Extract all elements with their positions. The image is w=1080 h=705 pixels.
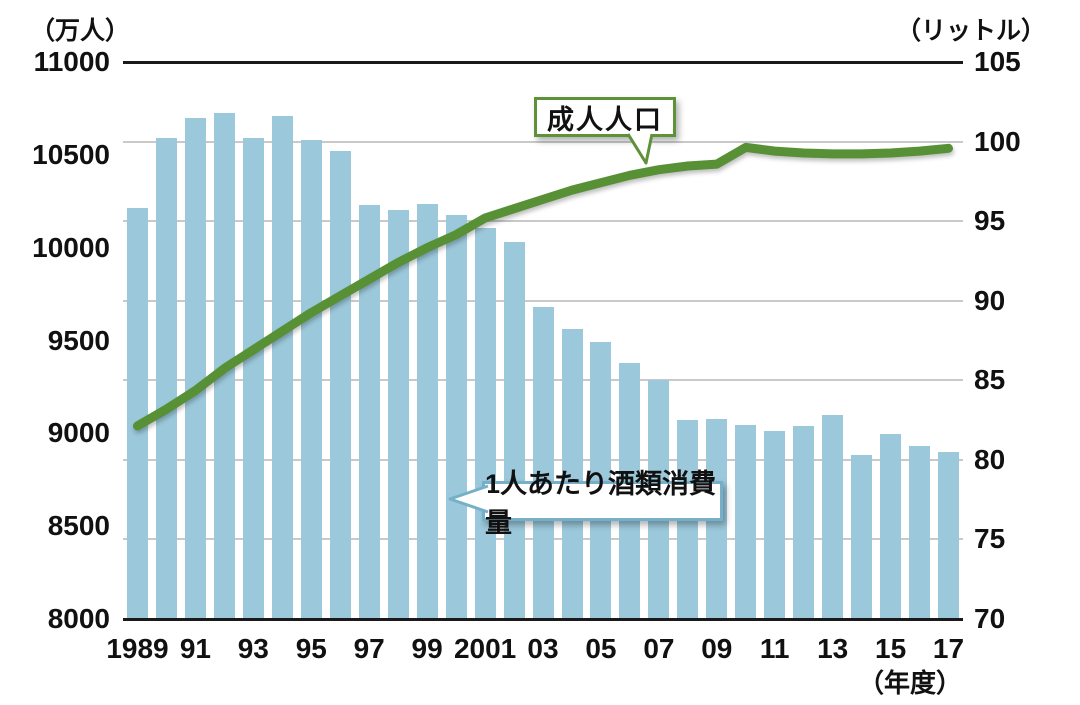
x-tick-2001: 2001 — [453, 633, 517, 664]
gridline-105 — [123, 60, 963, 64]
bar-1990 — [155, 138, 177, 619]
callout-adult-population-label: 成人人口 — [547, 104, 663, 135]
bar-1998 — [387, 210, 409, 619]
bar-1992 — [213, 112, 235, 619]
callout-adult-population: 成人人口 — [534, 97, 676, 137]
x-tick-93: 93 — [237, 633, 269, 664]
y-right-tick-105: 105 — [974, 46, 1021, 77]
x-axis-unit-label: （年度） — [857, 668, 962, 698]
bar-2014 — [851, 455, 873, 619]
x-tick-95: 95 — [295, 633, 327, 664]
y-right-tick-75: 75 — [974, 523, 1006, 555]
x-tick-07: 07 — [643, 633, 675, 664]
bar-1995 — [300, 140, 322, 619]
y-right-tick-85: 85 — [974, 364, 1006, 396]
y-left-tick-10500: 10500 — [32, 138, 110, 170]
gridline-70 — [123, 617, 963, 621]
y-left-tick-9500: 9500 — [47, 324, 110, 356]
x-tick-11: 11 — [759, 633, 790, 664]
bar-1997 — [358, 205, 380, 619]
callout-per-capita-consumption-pointer — [448, 484, 489, 514]
x-tick-03: 03 — [527, 633, 559, 664]
y-left-tick-9000: 9000 — [47, 417, 110, 449]
bar-2010 — [735, 424, 757, 619]
y-left-tick-8500: 8500 — [47, 510, 110, 542]
x-tick-91: 91 — [179, 633, 211, 664]
bar-1996 — [329, 151, 351, 619]
x-tick-13: 13 — [817, 633, 849, 664]
bar-2013 — [822, 415, 844, 619]
x-tick-15: 15 — [875, 633, 907, 664]
bar-2001 — [474, 227, 496, 619]
y-right-tick-70: 70 — [974, 603, 1006, 634]
bar-2000 — [445, 214, 467, 619]
bar-1999 — [416, 203, 438, 619]
left-axis-unit-label: （万人） — [30, 17, 131, 45]
bar-1989 — [127, 208, 148, 619]
bar-2002 — [503, 241, 525, 619]
bar-2012 — [793, 426, 815, 619]
callout-per-capita-consumption-label: 1人あたり酒類消費量 — [485, 469, 717, 538]
y-right-tick-80: 80 — [974, 443, 1006, 475]
x-tick-97: 97 — [353, 633, 385, 664]
y-left-tick-11000: 11000 — [33, 46, 110, 77]
x-tick-05: 05 — [585, 633, 617, 664]
bar-1991 — [184, 117, 206, 619]
right-axis-unit-label: （リットル） — [895, 17, 1046, 45]
x-tick-1989: 1989 — [106, 633, 169, 664]
bar-2016 — [909, 445, 931, 619]
x-tick-17: 17 — [932, 633, 965, 664]
callout-adult-population-pointer — [626, 133, 654, 165]
gridline-100 — [123, 140, 963, 143]
bar-2015 — [880, 434, 902, 619]
y-right-tick-95: 95 — [974, 205, 1006, 237]
y-left-tick-10000: 10000 — [32, 231, 110, 263]
y-left-tick-8000: 8000 — [47, 603, 110, 634]
y-right-tick-90: 90 — [974, 284, 1006, 316]
x-tick-09: 09 — [701, 633, 733, 664]
bar-2011 — [764, 431, 786, 619]
x-tick-99: 99 — [411, 633, 443, 664]
bar-1994 — [271, 116, 293, 619]
bar-1993 — [242, 138, 264, 619]
callout-per-capita-consumption: 1人あたり酒類消費量 — [482, 469, 723, 538]
y-right-tick-100: 100 — [974, 125, 1021, 157]
bar-2017 — [938, 451, 959, 619]
